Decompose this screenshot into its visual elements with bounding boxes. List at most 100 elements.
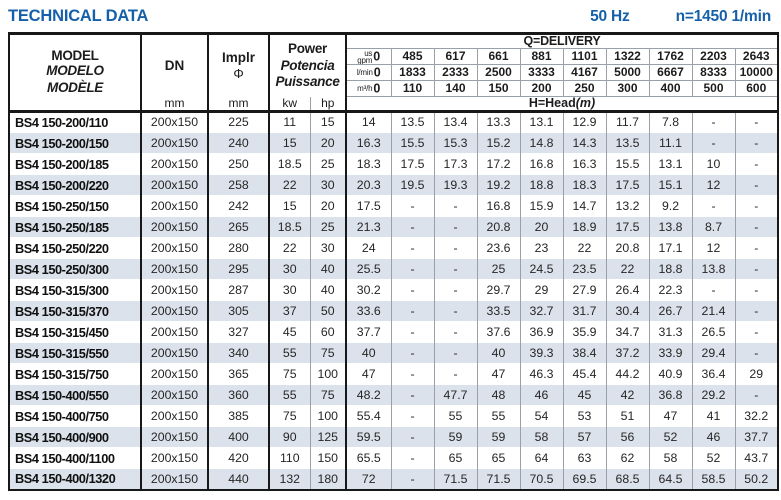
head-value-cell: 65.5 xyxy=(345,447,391,469)
dn-cell: 200x150 xyxy=(140,216,208,238)
head-value-cell: 65 xyxy=(476,447,520,469)
head-value-cell: 46 xyxy=(519,384,563,406)
head-value-cell: 19.5 xyxy=(390,174,434,196)
impeller-diameter-symbol: Φ xyxy=(233,65,244,81)
table-row: BS4 150-400/750 200x150 385 75 100 55.4-55 55 5… xyxy=(9,405,779,427)
head-value-cell: 52 xyxy=(648,426,692,448)
kw-cell: 18.5 xyxy=(268,153,310,175)
dn-cell: 200x150 xyxy=(140,258,208,280)
head-value-cell: 39.3 xyxy=(519,342,563,364)
flow-value-cell: 2333 xyxy=(433,64,477,81)
impeller-cell: 365 xyxy=(207,363,269,385)
head-value-cell: 8.7 xyxy=(691,216,735,238)
head-value-cell: - xyxy=(433,237,477,259)
head-value-cell: 31.7 xyxy=(562,300,606,322)
head-value-cell: 57 xyxy=(562,426,606,448)
flow-value-cell: 2500 xyxy=(476,64,520,81)
head-value-cell: 53 xyxy=(562,405,606,427)
head-value-cell: 46.3 xyxy=(519,363,563,385)
flow-value-cell: 2643 xyxy=(734,48,779,65)
flow-value-cell: 10000 xyxy=(734,64,779,81)
flow-value-cell: 485 xyxy=(390,48,434,65)
hp-cell: 20 xyxy=(309,132,346,154)
kw-cell: 22 xyxy=(268,174,310,196)
head-value-cell: 51 xyxy=(605,405,649,427)
head-value-cell: - xyxy=(390,216,434,238)
flow-value-cell: 6667 xyxy=(648,64,692,81)
kw-cell: 132 xyxy=(268,468,310,490)
head-value-cell: 16.8 xyxy=(476,195,520,217)
table-row: BS4 150-400/1320 200x150 440 132 180 72-71.5 7… xyxy=(9,468,779,490)
head-value-cell: 47.7 xyxy=(433,384,477,406)
technical-data-table: MODEL MODELO MODÈLE DN Implr Φ Power Pot… xyxy=(8,32,780,491)
head-value-cell: 35.9 xyxy=(562,321,606,343)
head-value-cell: 55 xyxy=(476,405,520,427)
hp-cell: 30 xyxy=(309,237,346,259)
model-label-en: MODEL xyxy=(51,47,99,63)
hp-cell: 100 xyxy=(309,363,346,385)
head-value-cell: - xyxy=(390,363,434,385)
model-cell: BS4 150-315/550 xyxy=(9,342,141,364)
impeller-cell: 420 xyxy=(207,447,269,469)
head-value-cell: - xyxy=(433,195,477,217)
head-value-cell: 58 xyxy=(648,447,692,469)
head-value-cell: 18.3 xyxy=(345,153,391,175)
head-value-cell: 23.6 xyxy=(476,237,520,259)
head-value-cell: 18.3 xyxy=(562,174,606,196)
head-value-cell: 30.4 xyxy=(605,300,649,322)
impeller-unit-label: mm xyxy=(207,96,269,112)
hp-cell: 40 xyxy=(309,258,346,280)
head-value-cell: - xyxy=(390,258,434,280)
kw-cell: 15 xyxy=(268,132,310,154)
head-value-cell: 17.3 xyxy=(433,153,477,175)
dn-cell: 200x150 xyxy=(140,384,208,406)
head-value-cell: 13.5 xyxy=(605,132,649,154)
head-value-cell: 58.5 xyxy=(691,468,735,490)
head-value-cell: 33.6 xyxy=(345,300,391,322)
head-value-cell: 47 xyxy=(345,363,391,385)
head-value-cell: 33.9 xyxy=(648,342,692,364)
head-value-cell: 18.9 xyxy=(562,216,606,238)
head-value-cell: 24.5 xyxy=(519,258,563,280)
hp-cell: 30 xyxy=(309,174,346,196)
table-row: BS4 150-250/220 200x150 280 22 30 24- -23.6 23 2… xyxy=(9,237,779,259)
head-value-cell: - xyxy=(734,174,779,196)
delivery-header: Q=DELIVERY xyxy=(344,33,779,49)
head-value-cell: 69.5 xyxy=(562,468,606,490)
head-value-cell: - xyxy=(691,132,735,154)
head-value-cell: 26.4 xyxy=(605,279,649,301)
dn-cell: 200x150 xyxy=(140,174,208,196)
table-row: BS4 150-200/150 200x150 240 15 20 16.3 15.5 15.… xyxy=(9,132,779,154)
head-value-cell: - xyxy=(390,468,434,490)
head-value-cell: 31.3 xyxy=(648,321,692,343)
head-value-cell: 50.2 xyxy=(734,468,779,490)
hp-cell: 25 xyxy=(309,216,346,238)
impeller-cell: 305 xyxy=(207,300,269,322)
head-value-cell: 34.7 xyxy=(605,321,649,343)
impeller-cell: 287 xyxy=(207,279,269,301)
dn-cell: 200x150 xyxy=(140,447,208,469)
flow-unit-label: us gpm xyxy=(357,48,373,65)
kw-cell: 45 xyxy=(268,321,310,343)
kw-cell: 30 xyxy=(268,279,310,301)
hp-cell: 100 xyxy=(309,405,346,427)
flow-value-cell: 1762 xyxy=(648,48,692,65)
flow-value-cell: 5000 xyxy=(605,64,649,81)
head-value-cell: 15.5 xyxy=(605,153,649,175)
head-value-cell: 71.5 xyxy=(476,468,520,490)
table-row: BS4 150-315/450 200x150 327 45 60 37.7- -37.6 3… xyxy=(9,321,779,343)
head-value-cell: - xyxy=(390,384,434,406)
operating-conditions: 50 Hz n=1450 1/min xyxy=(590,8,773,26)
head-value-cell: 56 xyxy=(605,426,649,448)
dn-cell: 200x150 xyxy=(140,468,208,490)
hp-cell: 50 xyxy=(309,300,346,322)
flow-value-cell: 300 xyxy=(605,80,649,97)
model-cell: BS4 150-200/150 xyxy=(9,132,141,154)
head-value-cell: 20 xyxy=(519,216,563,238)
impeller-cell: 258 xyxy=(207,174,269,196)
head-value-cell: 29.4 xyxy=(691,342,735,364)
table-row: BS4 150-315/300 200x150 287 30 40 30.2- -29.7 2… xyxy=(9,279,779,301)
delivery-row-lmin: l/min0 1833 2333 2500 3333 4167 5000 6667 8333 10… xyxy=(9,64,779,81)
head-value-cell: 15.9 xyxy=(519,195,563,217)
